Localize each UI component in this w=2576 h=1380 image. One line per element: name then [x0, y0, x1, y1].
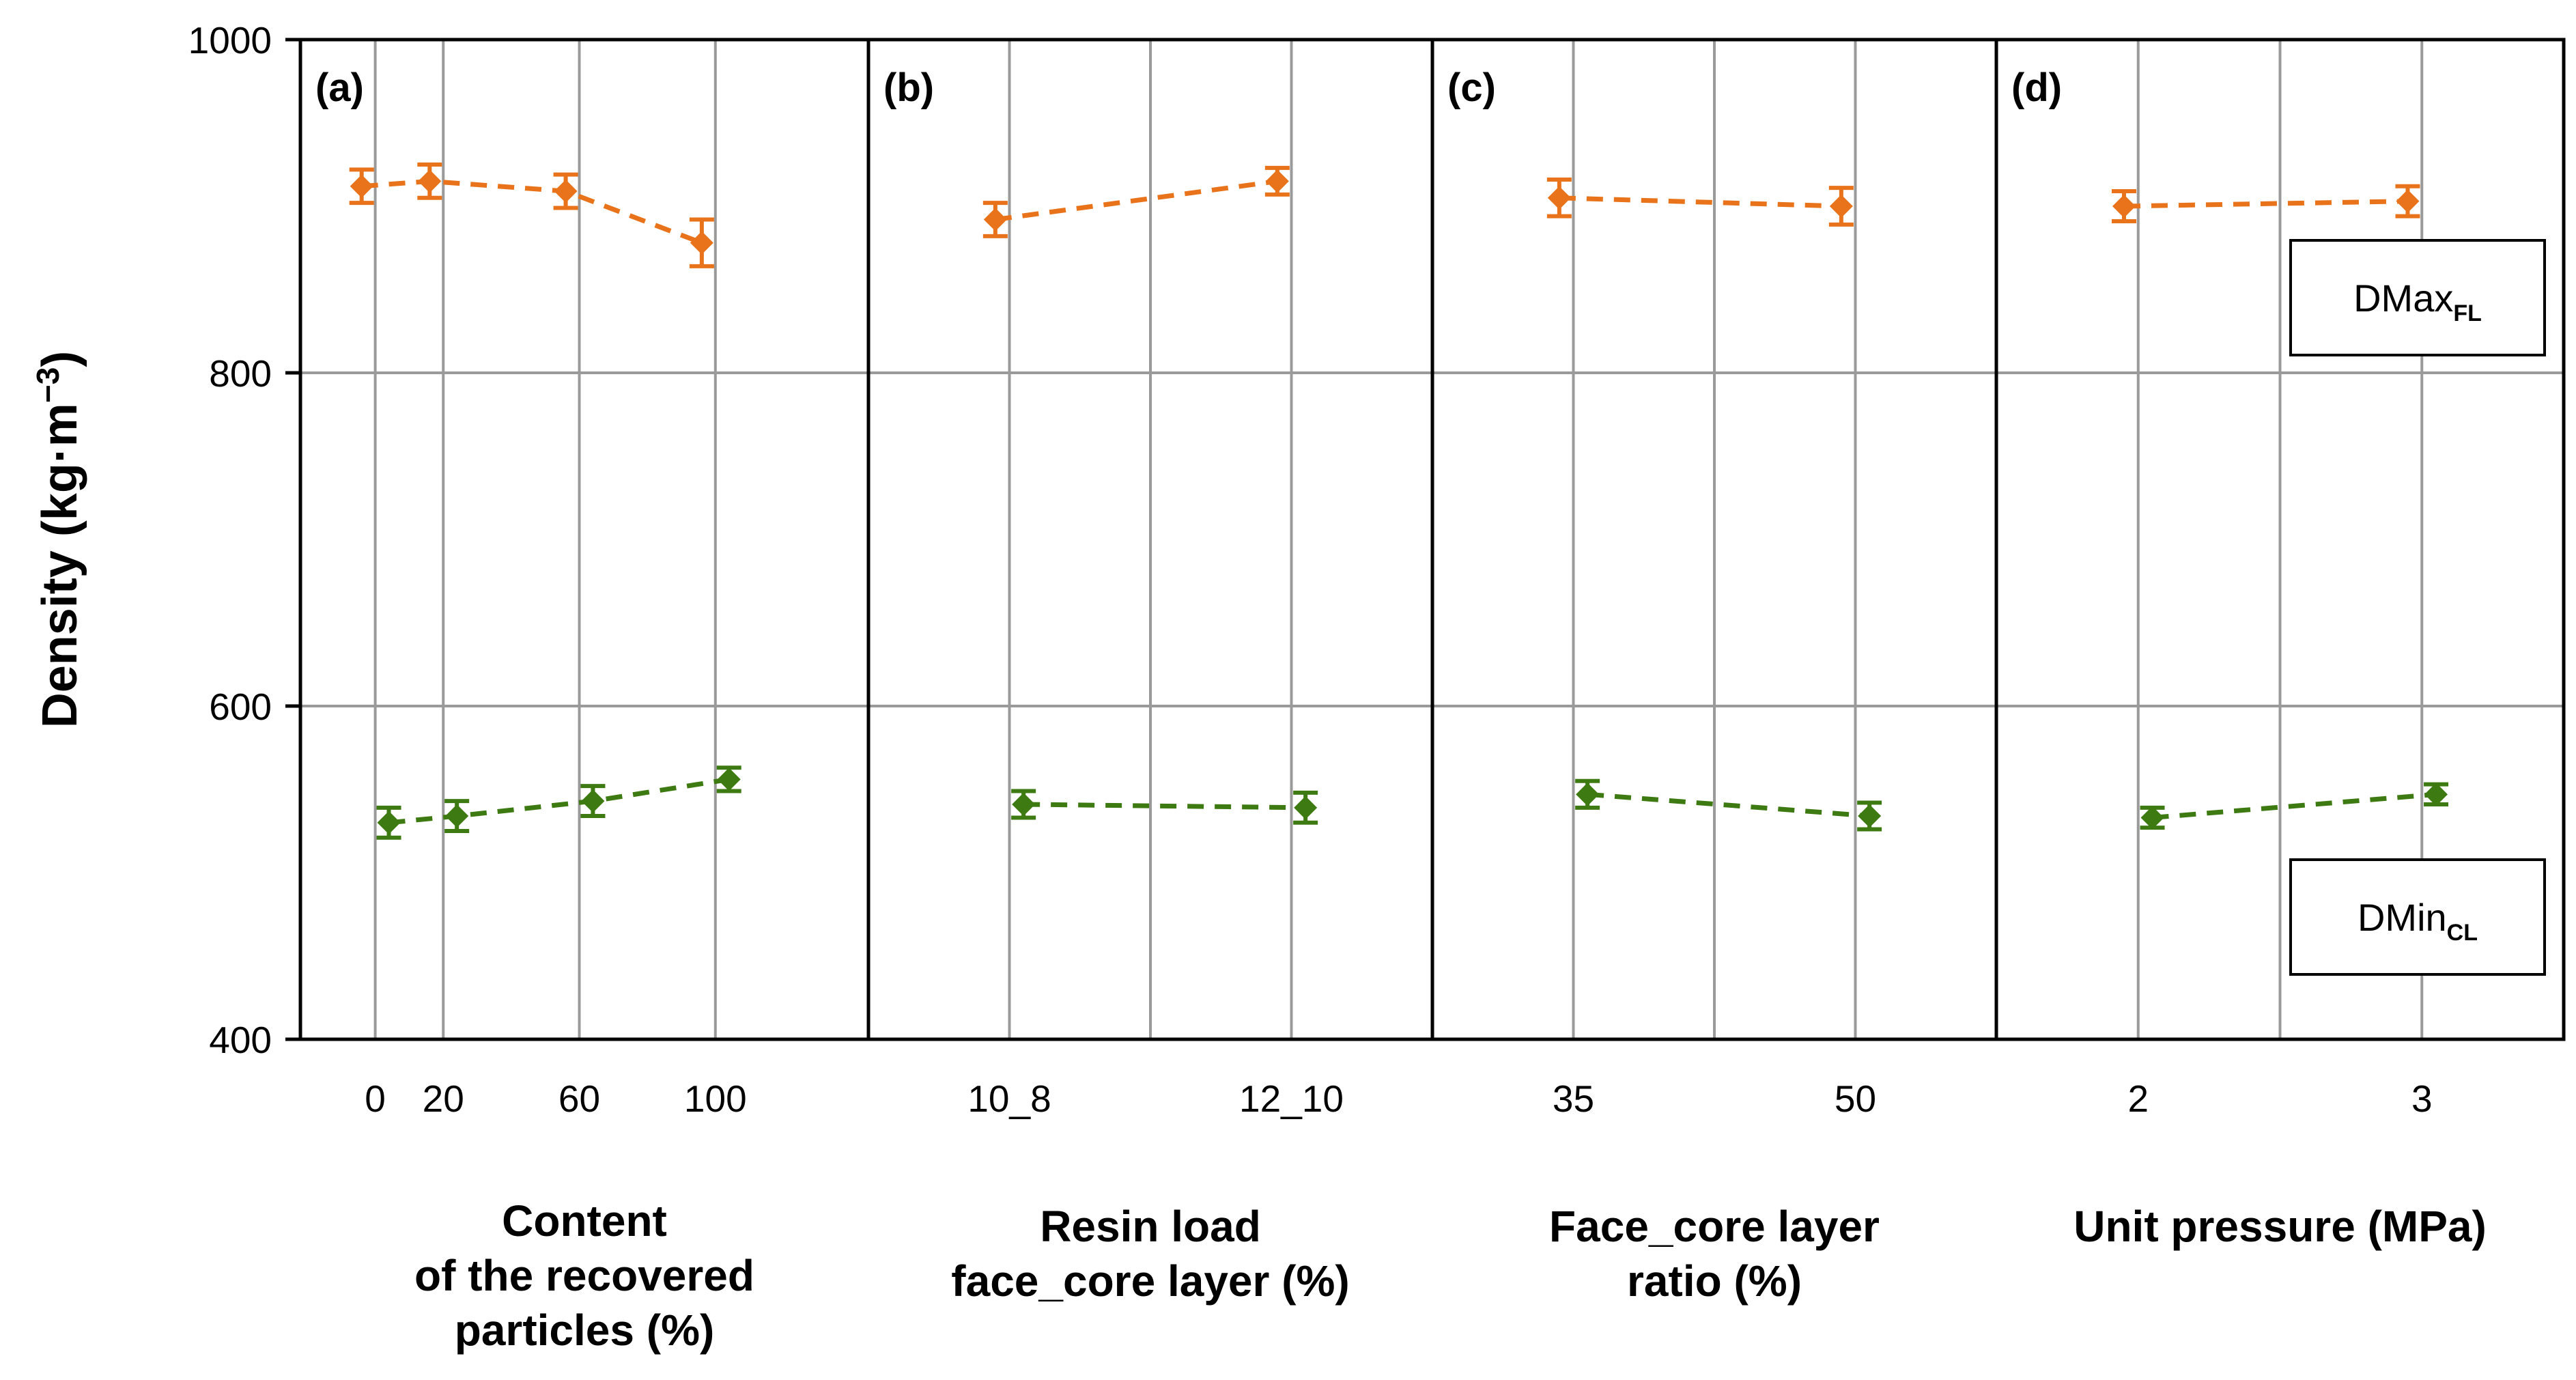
data-point-dmin: [1576, 783, 1600, 806]
data-point-dmin: [581, 789, 605, 813]
data-point-dmax: [2112, 195, 2136, 218]
legend-box: [2289, 858, 2546, 976]
x-tick-label: 12_10: [1239, 1078, 1344, 1120]
x-tick-label: 100: [684, 1078, 747, 1120]
y-tick-label: 400: [209, 1019, 272, 1061]
data-point-dmin: [1858, 804, 1882, 828]
x-axis-title-line: of the recovered: [414, 1251, 754, 1300]
data-point-dmin: [1012, 792, 1036, 816]
series-line-dmax: [361, 178, 703, 245]
data-point-dmax: [1265, 169, 1289, 193]
panel-c: 35 50 (c) Face_core layer ratio (%): [1447, 40, 1882, 1306]
x-axis-title-line: ratio (%): [1627, 1256, 1802, 1306]
data-point-dmin: [445, 804, 469, 828]
x-axis-title-line: Content: [502, 1196, 667, 1245]
data-point-dmin: [1294, 795, 1318, 819]
x-axis-title-line: particles (%): [455, 1306, 715, 1355]
x-tick-label: 3: [2411, 1078, 2433, 1120]
data-point-dmax: [418, 169, 442, 193]
x-tick-label: 60: [558, 1078, 600, 1120]
x-tick-label: 10_8: [967, 1078, 1051, 1120]
panel-a: 0 20 60 100 (a) Content of the recovered partic…: [315, 40, 754, 1355]
data-point-dmax: [2396, 189, 2420, 213]
legend-dmax: DMaxFL: [2289, 239, 2546, 356]
y-tick-label: 800: [209, 352, 272, 395]
legend-box: [2289, 239, 2546, 356]
x-axis-title-line: Face_core layer: [1549, 1202, 1880, 1251]
data-point-dmax: [1547, 186, 1571, 210]
x-tick-label: 0: [365, 1078, 386, 1120]
series-line-dmax: [2123, 199, 2408, 209]
series-line-dmax: [995, 178, 1278, 222]
data-point-dmax: [554, 180, 578, 203]
legend-label: DMinCL: [2358, 896, 2478, 946]
x-axis-title-line: Unit pressure (MPa): [2073, 1202, 2487, 1251]
data-point-dmax: [350, 174, 373, 198]
panel-label: (a): [315, 66, 364, 110]
x-tick-label: 35: [1553, 1078, 1594, 1120]
legend-dmin: DMinCL: [2289, 858, 2546, 976]
y-axis-title: Density (kg·m−3): [30, 351, 87, 729]
panel-label: (d): [2011, 66, 2062, 110]
y-tick-label: 1000: [188, 19, 272, 61]
x-axis-title-line: face_core layer (%): [951, 1256, 1349, 1306]
x-tick-label: 20: [423, 1078, 464, 1120]
x-axis-title-line: Resin load: [1040, 1202, 1261, 1251]
series-line-dmax: [1559, 195, 1841, 209]
data-point-dmax: [983, 208, 1007, 231]
series-line-dmin: [1587, 791, 1870, 819]
series-line-dmin: [388, 776, 730, 826]
data-point-dmax: [690, 231, 713, 255]
data-point-dmin: [377, 811, 401, 834]
x-tick-label: 50: [1835, 1078, 1876, 1120]
data-point-dmin: [717, 768, 741, 791]
panel-label: (b): [883, 66, 934, 110]
y-tick-label: 600: [209, 686, 272, 728]
panel-b: 10_8 12_10 (b) Resin load face_core layer (%…: [883, 40, 1350, 1306]
panel-label: (c): [1447, 66, 1496, 110]
data-point-dmin: [2424, 783, 2448, 806]
data-point-dmax: [1829, 195, 1853, 218]
data-point-dmin: [2140, 806, 2164, 830]
series-line-dmin: [2152, 791, 2437, 820]
legend-label: DMaxFL: [2353, 277, 2482, 326]
x-tick-label: 2: [2127, 1078, 2149, 1120]
panel-d: 2 3 (d) Unit pressure (MPa): [2011, 40, 2487, 1251]
series-line-dmin: [1023, 802, 1306, 811]
